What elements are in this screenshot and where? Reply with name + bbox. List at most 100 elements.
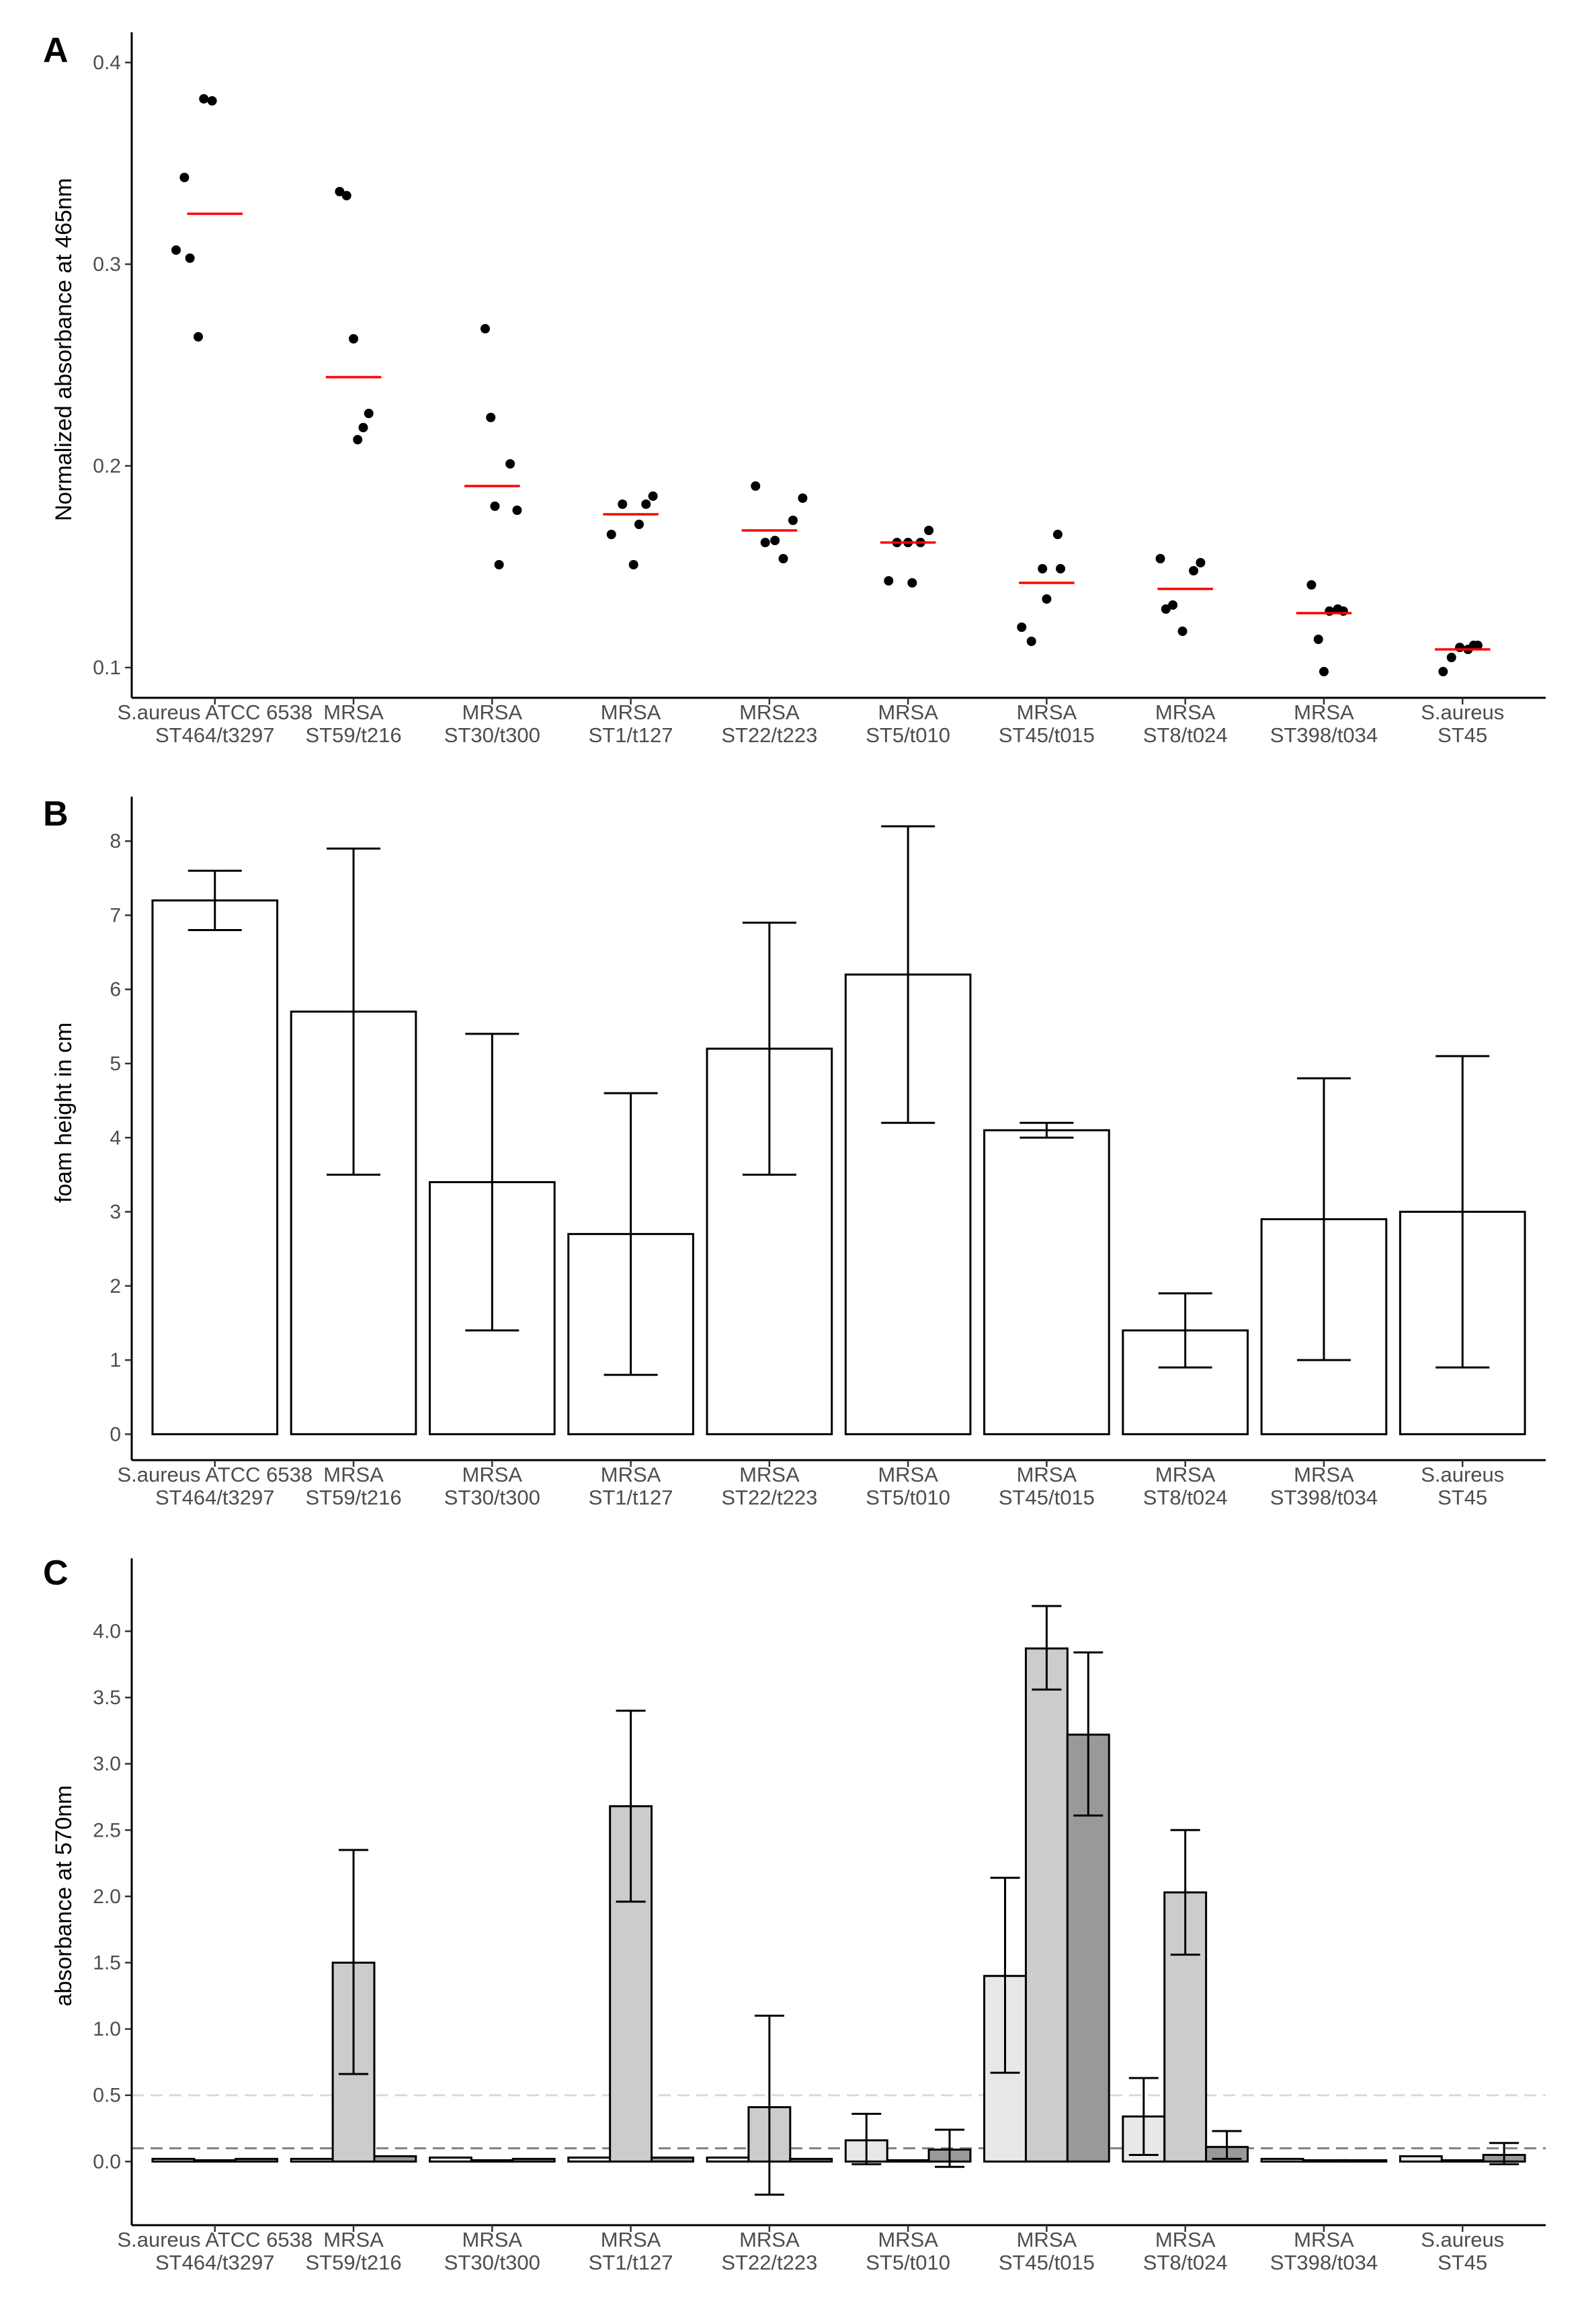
panel-b-x-tick-label-line: MRSA [1155, 1463, 1216, 1486]
data-point [641, 499, 651, 509]
panel-a-x-tick-label-line: MRSA [878, 700, 938, 724]
panel-c-x-tick-label-line: MRSA [462, 2228, 523, 2251]
panel-a-x-tick-label: S.aureus ST45 [1421, 700, 1504, 747]
data-point [194, 332, 204, 342]
data-point [1161, 604, 1171, 614]
panel-c-x-tick-label: MRSA ST8/t024 [1143, 2228, 1228, 2274]
data-point [648, 491, 658, 501]
bar-series-1 [290, 2157, 334, 2163]
data-point [798, 493, 808, 503]
panel-b-x-tick-label-line: MRSA [878, 1463, 938, 1486]
data-point [494, 560, 504, 569]
bar-series-2 [1440, 2159, 1485, 2163]
panel-a-x-tick-label-line: ST22/t223 [721, 723, 817, 747]
bar-series-3 [373, 2155, 417, 2163]
panel-c-x-tick-label-line: MRSA [1017, 2228, 1077, 2251]
panel-a-y-tick-label: 0.2 [93, 455, 121, 477]
panel-b-y-tick-label: 3 [110, 1201, 121, 1224]
bar-series-2 [1024, 1647, 1069, 2163]
panel-b-x-tick-label-line: S.aureus [1421, 1463, 1504, 1486]
bar-series-3 [511, 2157, 556, 2163]
panel-c-x-tick-label: MRSA ST22/t223 [721, 2228, 817, 2274]
panel-a-x-tick-label-line: ST45 [1438, 723, 1487, 747]
panel-a-x-tick-label: S.aureus ATCC 6538 ST464/t3297 [117, 700, 313, 747]
panel-c-x-tick-label: MRSA ST30/t300 [444, 2228, 540, 2274]
bar-series-3 [789, 2157, 833, 2163]
bar [983, 1129, 1110, 1435]
panel-b-y-tick-label: 2 [110, 1275, 121, 1297]
panel-c-letter: C [43, 1554, 69, 1593]
panel-b-x-tick-label-line: ST45/t015 [999, 1486, 1095, 1509]
panel-c-y-tick-label: 2.5 [93, 1819, 121, 1841]
panel-a-x-tick-label-line: MRSA [462, 700, 523, 724]
panel-c-x-tick-label-line: ST22/t223 [721, 2251, 817, 2274]
panel-b-x-tick-label-line: ST398/t034 [1270, 1486, 1378, 1509]
panel-b-y-tick-label: 1 [110, 1349, 121, 1371]
data-point [1038, 564, 1048, 573]
data-point [349, 334, 359, 344]
panel-c-x-tick-label-line: ST59/t216 [306, 2251, 402, 2274]
panel-b-x-tick-label: S.aureus ST45 [1421, 1463, 1504, 1509]
panel-c-x-tick-label-line: ST464/t3297 [155, 2251, 275, 2274]
panel-b-x-tick-label: MRSA ST398/t034 [1270, 1463, 1378, 1509]
data-point [481, 324, 490, 333]
panel-a-x-tick-label-line: MRSA [1017, 700, 1077, 724]
panel-a-y-ticks: 0.1 0.2 0.3 0.4 [93, 52, 132, 679]
panel-b-letter: B [43, 795, 69, 834]
panel-c-y-ticks: 0.0 0.5 1.0 1.5 2.0 2.5 3.0 3.5 4.0 [93, 1620, 132, 2173]
panel-b: B foam height in cm 0 1 2 3 4 5 6 7 8 S.aureus A… [43, 795, 1546, 1509]
panel-a-x-tick-label: MRSA ST45/t015 [999, 700, 1095, 747]
data-point [1042, 594, 1052, 604]
panel-b-x-tick-label-line: ST464/t3297 [155, 1486, 275, 1509]
panel-b-x-tick-label-line: ST8/t024 [1143, 1486, 1228, 1509]
panel-a-points [171, 94, 1483, 676]
panel-c-y-tick-label: 4.0 [93, 1620, 121, 1642]
data-point [335, 187, 345, 196]
panel-b-x-tick-label-line: MRSA [601, 1463, 661, 1486]
panel-c-x-tick-label-line: ST45 [1438, 2251, 1487, 2274]
panel-a: A Normalized absorbance at 465nm 0.10.20… [43, 31, 1546, 747]
data-point [1189, 566, 1199, 575]
panel-a-x-tick-label: MRSA ST8/t024 [1143, 700, 1228, 747]
panel-a-x-tick-label-line: ST398/t034 [1270, 723, 1378, 747]
panel-a-x-tick-label: MRSA ST398/t034 [1270, 700, 1378, 747]
data-point [924, 526, 934, 535]
panel-a-x-tick-label-line: S.aureus ATCC 6538 [117, 700, 313, 724]
data-point [1026, 637, 1036, 646]
panel-c-x-tick-label: MRSA ST398/t034 [1270, 2228, 1378, 2274]
data-point [1319, 667, 1329, 676]
panel-c-x-tick-label-line: MRSA [739, 2228, 800, 2251]
bar-series-2 [1302, 2159, 1346, 2163]
panel-a-x-tick-label-line: ST1/t127 [589, 723, 673, 747]
panel-a-letter: A [43, 31, 69, 70]
panel-a-x-tick-label-line: MRSA [1155, 700, 1216, 724]
data-point [634, 520, 644, 529]
data-point [512, 506, 522, 515]
panel-c-x-tick-label: MRSA ST45/t015 [999, 2228, 1095, 2274]
panel-b-x-tick-label-line: MRSA [323, 1463, 384, 1486]
panel-a-x-tick-label-line: ST30/t300 [444, 723, 540, 747]
data-point [1017, 623, 1027, 632]
panel-a-x-tick-label-line: ST464/t3297 [155, 723, 275, 747]
panel-a-x-tick-label-line: ST8/t024 [1143, 723, 1228, 747]
data-point [341, 191, 351, 200]
data-point [1446, 653, 1456, 662]
panel-c-y-tick-label: 3.5 [93, 1687, 121, 1709]
panel-c-x-tick-label-line: ST8/t024 [1143, 2251, 1228, 2274]
panel-a-x-tick-label-line: MRSA [323, 700, 384, 724]
panel-b-y-tick-label: 0 [110, 1423, 121, 1445]
bar-series-2 [193, 2159, 237, 2163]
data-point [618, 499, 628, 509]
panel-b-x-tick-label-line: S.aureus ATCC 6538 [117, 1463, 313, 1486]
bar-series-1 [567, 2156, 612, 2163]
panel-a-x-tick-label-line: ST59/t216 [306, 723, 402, 747]
data-point [907, 578, 917, 588]
panel-b-bars [151, 899, 1526, 1435]
panel-a-x-tick-label: MRSA ST30/t300 [444, 700, 540, 747]
panel-c-x-tick-label-line: S.aureus [1421, 2228, 1504, 2251]
panel-a-x-tick-label: MRSA ST22/t223 [721, 700, 817, 747]
panel-c-x-tick-label-line: ST30/t300 [444, 2251, 540, 2274]
